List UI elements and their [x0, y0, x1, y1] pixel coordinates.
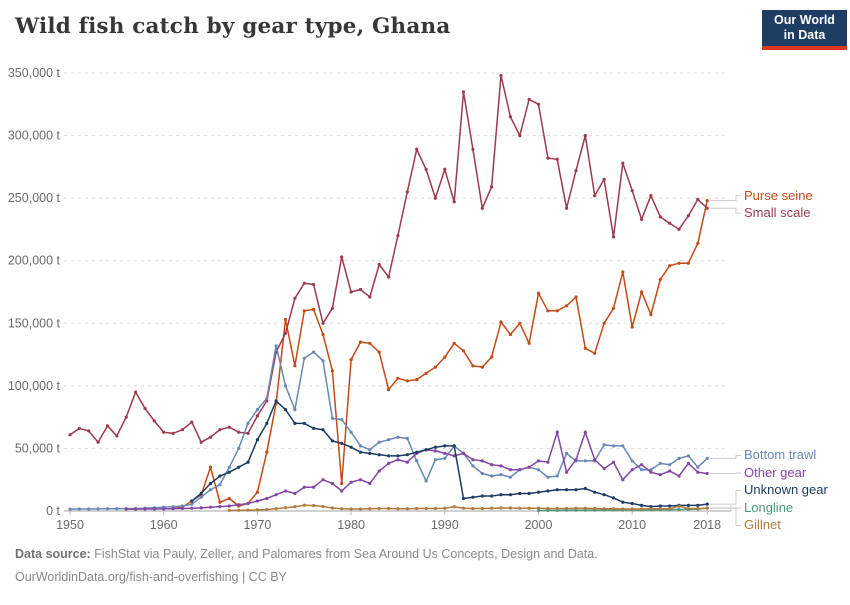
legend-label-other-gear[interactable]: Other gear — [744, 465, 807, 480]
series-other-gear — [124, 429, 709, 511]
series-gillnet — [227, 503, 709, 512]
x-tick-label: 1980 — [337, 518, 365, 532]
owid-logo-red-bar — [762, 46, 847, 50]
legend-connector — [710, 507, 741, 526]
series-small-scale — [68, 73, 709, 444]
data-source-line: Data source: FishStat via Pauly, Zeller,… — [15, 543, 598, 566]
data-source-label: Data source: — [15, 547, 91, 561]
legend-label-bottom-trawl[interactable]: Bottom trawl — [744, 447, 817, 462]
license-line: OurWorldinData.org/fish-and-overfishing … — [15, 570, 287, 584]
y-tick-label: 250,000 t — [8, 191, 61, 205]
x-tick-label: 2010 — [618, 518, 646, 532]
y-tick-label: 200,000 t — [8, 254, 61, 268]
x-tick-label: 2000 — [525, 518, 553, 532]
y-tick-label: 300,000 t — [8, 129, 61, 143]
legend-label-small-scale[interactable]: Small scale — [744, 205, 811, 220]
owid-logo-line1: Our World — [774, 13, 835, 27]
legend-connector — [710, 207, 741, 214]
legend-connector — [710, 195, 741, 202]
legend-connector — [710, 455, 741, 459]
data-source-text: FishStat via Pauly, Zeller, and Palomare… — [90, 547, 598, 561]
x-tick-label: 2018 — [693, 518, 721, 532]
y-tick-label: 350,000 t — [8, 66, 61, 80]
owid-logo-line2: in Data — [783, 28, 826, 42]
series-purse-seine — [171, 199, 709, 511]
chart-footer: Data source: FishStat via Pauly, Zeller,… — [15, 543, 598, 589]
x-tick-label: 1950 — [56, 518, 84, 532]
page-title: Wild fish catch by gear type, Ghana — [15, 14, 451, 39]
owid-logo[interactable]: Our World in Data — [762, 10, 847, 50]
y-tick-label: 100,000 t — [8, 379, 61, 393]
legend-connector — [710, 490, 741, 505]
series-unknown-gear — [190, 399, 709, 509]
y-tick-label: 0 t — [46, 504, 60, 518]
x-tick-label: 1990 — [431, 518, 459, 532]
x-tick-label: 1970 — [243, 518, 271, 532]
y-tick-label: 50,000 t — [15, 441, 61, 455]
legend-label-purse-seine[interactable]: Purse seine — [744, 188, 813, 203]
legend-connector — [710, 472, 741, 474]
legend-label-gillnet[interactable]: Gillnet — [744, 517, 781, 532]
legend-label-unknown-gear[interactable]: Unknown gear — [744, 482, 828, 497]
series-bottom-trawl — [68, 344, 709, 511]
legend-label-longline[interactable]: Longline — [744, 500, 794, 515]
x-tick-label: 1960 — [150, 518, 178, 532]
y-tick-label: 150,000 t — [8, 316, 61, 330]
